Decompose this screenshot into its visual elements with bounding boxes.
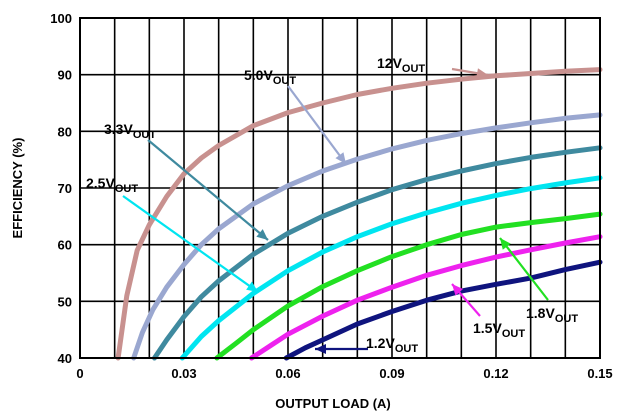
- callout-arrowhead-icon: [246, 281, 258, 292]
- series-line-6: [283, 259, 603, 361]
- y-tick-label: 90: [58, 68, 72, 83]
- series-callout: 1.8VOUT: [499, 237, 578, 325]
- callout-arrow-line: [122, 195, 259, 293]
- callout-arrowhead-icon: [256, 229, 268, 240]
- series-callouts: 12VOUT 5.0VOUT 3.3VOUT 2.5VOUT 1.8VOUT1.5VOU…: [86, 55, 578, 355]
- y-tick-label: 70: [58, 181, 72, 196]
- callout-arrowhead-icon: [315, 344, 326, 354]
- series-line-1: [131, 112, 603, 361]
- series-callout: 1.5VOUT: [451, 283, 525, 340]
- x-tick-label: 0.06: [275, 366, 300, 381]
- series-label: 5.0VOUT: [244, 67, 296, 87]
- callout-arrow-line: [287, 85, 347, 165]
- y-tick-label: 50: [58, 294, 72, 309]
- x-tick-label: 0: [76, 366, 83, 381]
- y-axis-title: EFFICIENCY (%): [10, 138, 25, 239]
- y-tick-label: 40: [58, 351, 72, 366]
- callout-arrowhead-icon: [500, 238, 511, 250]
- series-label: 1.8VOUT: [526, 305, 578, 325]
- series-callout: 12VOUT: [377, 55, 489, 79]
- series-callout: 1.2VOUT: [315, 335, 418, 355]
- series-line-2: [152, 145, 603, 361]
- callout-arrowhead-icon: [452, 284, 464, 296]
- series-line-5: [249, 234, 603, 361]
- series-label: 2.5VOUT: [86, 175, 138, 195]
- series-label: 1.2VOUT: [366, 335, 418, 355]
- series-label: 3.3VOUT: [104, 121, 156, 141]
- callout-arrow-line: [147, 139, 269, 241]
- callout-arrow-line: [499, 237, 549, 301]
- x-axis-title: OUTPUT LOAD (A): [275, 396, 391, 411]
- x-tick-label: 0.03: [171, 366, 196, 381]
- series-label: 1.5VOUT: [473, 320, 525, 340]
- series-label: 12VOUT: [377, 55, 425, 75]
- x-tick-label: 0.09: [379, 366, 404, 381]
- x-tick-label: 0.12: [483, 366, 508, 381]
- y-tick-label: 100: [50, 11, 72, 26]
- series-line-3: [179, 175, 603, 361]
- series-callout: 3.3VOUT: [104, 121, 269, 241]
- series-callout: 5.0VOUT: [244, 67, 347, 165]
- x-tick-label: 0.15: [587, 366, 612, 381]
- series-line-0: [115, 67, 603, 361]
- callout-arrowhead-icon: [335, 152, 346, 164]
- y-tick-label: 60: [58, 238, 72, 253]
- y-tick-label: 80: [58, 124, 72, 139]
- callout-arrowhead-icon: [476, 68, 488, 79]
- tick-labels: 0 0.03 0.06 0.09 0.12 0.15 40 50 60 70 80 90 100: [50, 11, 612, 381]
- plot-frame: [79, 17, 601, 359]
- series-callout: 2.5VOUT: [86, 175, 259, 293]
- series-lines: [115, 67, 603, 361]
- series-line-4: [214, 211, 603, 361]
